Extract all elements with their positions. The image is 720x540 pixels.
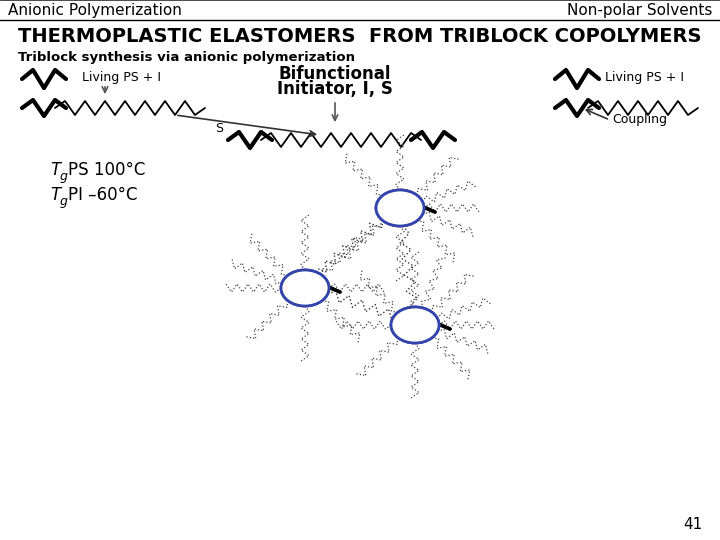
Text: Bifunctional: Bifunctional: [279, 65, 391, 83]
Ellipse shape: [281, 270, 329, 306]
Text: Coupling: Coupling: [612, 113, 667, 126]
Text: THERMOPLASTIC ELASTOMERS  FROM TRIBLOCK COPOLYMERS: THERMOPLASTIC ELASTOMERS FROM TRIBLOCK C…: [18, 28, 702, 46]
Text: Living PS + I: Living PS + I: [82, 71, 161, 84]
Ellipse shape: [376, 190, 424, 226]
Ellipse shape: [281, 270, 329, 306]
Text: 41: 41: [683, 517, 702, 532]
Text: PI –60°C: PI –60°C: [68, 186, 138, 204]
Text: Triblock synthesis via anionic polymerization: Triblock synthesis via anionic polymeriz…: [18, 51, 355, 64]
Text: Anionic Polymerization: Anionic Polymerization: [8, 3, 182, 17]
Text: T: T: [50, 186, 60, 204]
Text: g: g: [60, 195, 68, 208]
Text: T: T: [50, 161, 60, 179]
Text: PS 100°C: PS 100°C: [68, 161, 145, 179]
Ellipse shape: [376, 190, 424, 226]
Ellipse shape: [391, 307, 439, 343]
Text: Non-polar Solvents: Non-polar Solvents: [567, 3, 712, 17]
Text: Living PS + I: Living PS + I: [605, 71, 684, 84]
Ellipse shape: [391, 307, 439, 343]
Text: g: g: [60, 170, 68, 183]
Text: Initiator, I, S: Initiator, I, S: [277, 80, 393, 98]
Text: S: S: [215, 122, 223, 134]
